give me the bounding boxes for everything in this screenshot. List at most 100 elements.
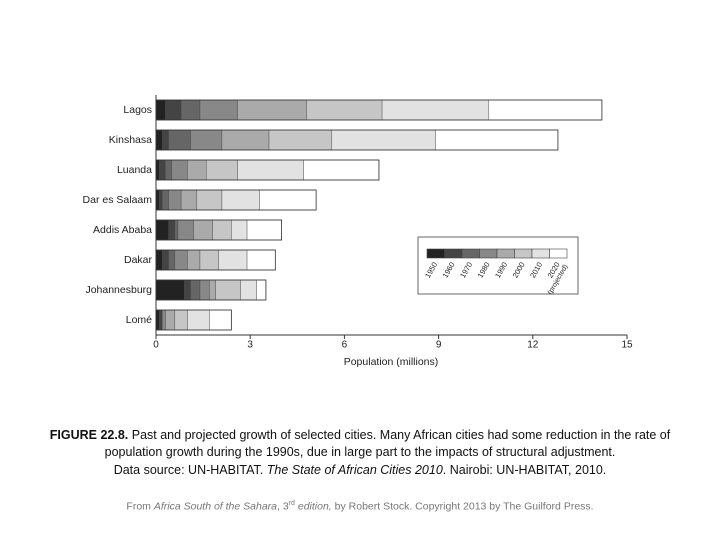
bar-segment (168, 249, 176, 271)
caption: FIGURE 22.8. Past and projected growth o… (30, 427, 690, 461)
chart: Population (millions) 0 3 6 9 12 15 Lagos Kinsh… (83, 95, 633, 368)
bar-segment (240, 279, 257, 301)
bar-segment (165, 99, 182, 121)
credit-sup: rd (288, 500, 295, 507)
y-tick-label: Addis Ababa (93, 224, 152, 236)
bar-segment (187, 309, 210, 331)
bar-segment (331, 129, 436, 151)
credit-edition: , 3 (277, 500, 289, 513)
y-tick-label: Dakar (124, 254, 153, 266)
legend-swatch (479, 248, 498, 259)
y-tick-label: Johannesburg (85, 284, 152, 296)
bar-segment (180, 99, 201, 121)
bar-segment (259, 189, 317, 211)
bar-segment (435, 129, 559, 151)
bar-segment (303, 159, 380, 181)
bar-segment (155, 309, 160, 331)
bar-outline (155, 309, 232, 331)
legend-swatch (444, 248, 463, 259)
legend-swatch (531, 248, 550, 259)
bar-segment (193, 219, 213, 241)
bar-outline (155, 159, 380, 181)
bar-segment (155, 99, 166, 121)
source-prefix: Data source: UN-HABITAT. (113, 463, 264, 477)
legend-swatch (461, 248, 480, 259)
x-axis-label: Population (millions) (344, 356, 439, 368)
legend-swatch (549, 248, 568, 259)
bar-segment (165, 309, 176, 331)
x-tick-label: 12 (527, 340, 539, 351)
credit-rest: by Robert Stock. Copyright 2013 by The G… (334, 500, 594, 513)
y-tick-label: Lagos (123, 104, 152, 116)
bar-segment (158, 159, 166, 181)
bar-segment (246, 219, 282, 241)
bar-segment (155, 279, 185, 301)
legend-swatch (426, 248, 445, 259)
bar-segment (177, 219, 194, 241)
credit: From Africa South of the Sahara, 3rd edi… (0, 500, 720, 513)
bar-segment (174, 249, 188, 271)
bar-segment (212, 219, 232, 241)
bar-segment (155, 219, 169, 241)
bar-outline (155, 99, 603, 121)
bar-segment (155, 249, 163, 271)
bar-segment (199, 279, 210, 301)
bar-segment (155, 129, 163, 151)
bar-segment (221, 189, 260, 211)
source-suffix: . Nairobi: UN-HABITAT, 2010. (442, 463, 607, 477)
bar-segment (246, 249, 276, 271)
bar-outline (155, 189, 317, 211)
bar-segment (218, 249, 248, 271)
bar-segment (158, 189, 163, 211)
x-tick-label: 9 (436, 340, 442, 351)
bar-segment (155, 159, 160, 181)
bar-segment (168, 129, 191, 151)
bar-segment (174, 309, 188, 331)
bar-segment (187, 159, 207, 181)
bar-segment (209, 279, 216, 301)
bar-segment (165, 159, 172, 181)
bar-segment (190, 129, 223, 151)
bar-segment (158, 309, 163, 331)
bar-segment (174, 219, 179, 241)
bar-segment (221, 129, 270, 151)
source-title: The State of African Cities 2010 (266, 463, 443, 477)
figure-number: FIGURE 22.8. (49, 428, 129, 442)
bar-segment (215, 279, 241, 301)
bar-segment (168, 189, 182, 211)
bar-segment (162, 189, 169, 211)
bar-segment (190, 279, 201, 301)
bar-segment (206, 159, 238, 181)
y-tick-label: Kinshasa (109, 134, 152, 146)
x-tick-label: 15 (621, 340, 633, 351)
bar-segment (155, 189, 160, 211)
bar-segment (231, 219, 248, 241)
bar-segment (381, 99, 490, 121)
bar-outline (155, 219, 282, 241)
source: Data source: UN-HABITAT. The State of Af… (30, 462, 690, 479)
x-tick-label: 0 (153, 340, 159, 351)
bar-segment (162, 129, 169, 151)
credit-title: Africa South of the Sahara (153, 500, 278, 513)
bar-segment (171, 159, 188, 181)
bar-outline (155, 279, 267, 301)
bar-segment (306, 99, 383, 121)
bar-segment (199, 249, 220, 271)
caption-text: Past and projected growth of selected ci… (104, 428, 671, 459)
bar-segment (256, 279, 267, 301)
bar-segment (162, 309, 166, 331)
y-tick-label: Dar es Salaam (83, 194, 153, 206)
bar-segment (237, 159, 304, 181)
y-tick-label: Luanda (117, 164, 152, 176)
y-tick-label: Lomé (126, 314, 152, 326)
bar-segment (268, 129, 333, 151)
bar-segment (162, 249, 169, 271)
bar-segment (168, 219, 176, 241)
x-tick-label: 3 (247, 340, 253, 351)
bar-segment (199, 99, 238, 121)
bar-segment (187, 249, 201, 271)
bar-segment (488, 99, 603, 121)
legend-box (417, 236, 579, 295)
credit-prefix: From (126, 500, 151, 513)
